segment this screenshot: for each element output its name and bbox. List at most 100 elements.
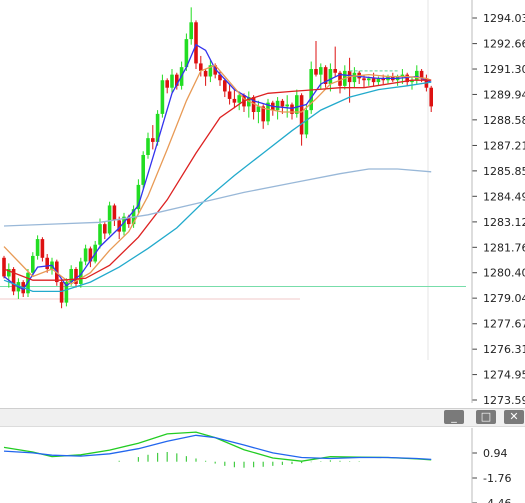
price-axis-tick-label: 1287.21 [483, 139, 525, 152]
candle-body [381, 78, 385, 81]
candle-body [194, 22, 198, 64]
candle-body [266, 102, 270, 122]
ma_red-line [3, 79, 432, 281]
candle-body [107, 205, 112, 234]
price-axis-tick-label: 1280.40 [483, 267, 525, 280]
candle-body [136, 184, 141, 210]
macd_green-line [3, 431, 432, 462]
candle-body [199, 63, 203, 71]
candle-body [338, 72, 342, 86]
candle-body [155, 113, 160, 142]
macd-axis-tick-label: 0.94 [483, 447, 508, 460]
candle-body [2, 257, 6, 277]
candle-body [362, 78, 366, 81]
ma_slow-line [3, 168, 432, 227]
candle-body [208, 65, 213, 77]
ma_teal-line [3, 81, 432, 293]
candle-body [376, 78, 381, 83]
candle-body [170, 74, 174, 88]
candle-body [213, 65, 217, 75]
minimize-button[interactable]: _ [444, 410, 464, 424]
ma_fast-line [3, 43, 432, 291]
candle-body [83, 248, 88, 262]
price-axis-tick-label: 1276.31 [483, 343, 525, 356]
candle-body [69, 268, 73, 283]
price-axis-tick-label: 1285.85 [483, 165, 525, 178]
candle-body [184, 39, 189, 68]
close-button[interactable]: ✕ [504, 410, 524, 424]
candle-body [256, 106, 261, 113]
candle-body [232, 98, 237, 103]
candle-body [117, 220, 121, 232]
candle-body [35, 239, 40, 256]
candle-body [333, 69, 337, 73]
candle-body [74, 268, 78, 284]
candle-body [251, 97, 256, 113]
price-axis-tick-label: 1281.76 [483, 241, 525, 254]
price-axis-tick-label: 1294.03 [483, 12, 525, 25]
candle-body [328, 69, 333, 84]
candle-body [127, 216, 131, 225]
candle-body [141, 154, 145, 185]
candle-body [7, 268, 11, 277]
candle-body [275, 100, 280, 111]
price-axis-tick-label: 1277.67 [483, 318, 525, 331]
candle-body [227, 91, 232, 99]
candle-body [419, 70, 424, 79]
price-axis-tick-label: 1283.12 [483, 216, 525, 229]
candle-body [261, 106, 265, 122]
price-axis-tick-label: 1289.94 [483, 88, 525, 101]
price-axis-tick-label: 1274.95 [483, 369, 525, 382]
candle-body [98, 224, 102, 245]
candle-body [203, 70, 208, 77]
candle-body [299, 95, 304, 135]
candle-body [122, 216, 126, 232]
candle-body [290, 104, 294, 114]
macd-axis-tick-label: -4.46 [483, 497, 511, 503]
candle-body [112, 205, 117, 221]
candle-body [415, 70, 419, 81]
ma_orange-line [3, 64, 432, 285]
price-axis-tick-label: 1284.49 [483, 190, 525, 203]
price-axis-tick-label: 1292.66 [483, 38, 525, 51]
price-axis-tick-label: 1291.30 [483, 63, 525, 76]
candle-body [146, 138, 150, 155]
candle-body [405, 74, 409, 83]
candle-body [429, 87, 433, 107]
candle-body [285, 104, 289, 107]
candle-body [304, 110, 309, 135]
candle-body [410, 80, 414, 83]
candle-body [175, 74, 179, 86]
candle-body [59, 282, 64, 303]
indicator-panel-titlebar: _ □ ✕ [0, 408, 525, 427]
candle-body [400, 74, 405, 77]
macd_blue-line [3, 434, 432, 461]
candle-body [31, 255, 35, 273]
candle-body [160, 80, 165, 114]
candle-body [319, 67, 323, 75]
candle-body [103, 224, 107, 234]
candle-body [295, 95, 299, 114]
candle-body [352, 72, 357, 83]
candle-body [323, 67, 328, 84]
candle-body [79, 261, 83, 284]
candle-body [151, 138, 155, 142]
price-axis-tick-label: 1288.58 [483, 114, 525, 127]
candle-body [371, 78, 376, 83]
price-axis-tick-label: 1273.59 [483, 394, 525, 407]
candle-body [237, 95, 241, 103]
candle-body [64, 282, 69, 303]
candle-body [11, 268, 16, 292]
candle-body [367, 78, 371, 81]
candle-body [189, 22, 193, 40]
candle-body [280, 100, 285, 107]
macd-axis-tick-label: -1.76 [483, 472, 511, 485]
candle-body [218, 74, 222, 81]
candle-body [40, 239, 45, 258]
price-axis-tick-label: 1279.04 [483, 292, 525, 305]
candle-body [165, 80, 169, 88]
candle-body [223, 80, 227, 92]
maximize-button[interactable]: □ [476, 410, 496, 424]
candle-body [88, 248, 93, 262]
